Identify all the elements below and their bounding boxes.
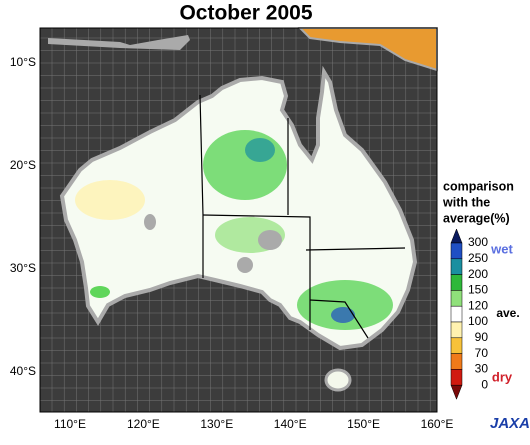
lake — [237, 257, 253, 273]
color-over — [450, 228, 463, 244]
latitude-label: 10°S — [10, 55, 36, 69]
legend-tick: 30 — [475, 362, 489, 376]
dry-area — [75, 180, 145, 220]
lake — [258, 230, 282, 250]
lake — [144, 214, 156, 230]
color-under — [450, 384, 463, 400]
indonesia — [48, 35, 190, 50]
color-segment — [450, 353, 463, 370]
wet-area — [245, 138, 275, 162]
legend-tick: 150 — [468, 283, 488, 297]
color-segment — [450, 242, 463, 260]
longitude-label: 130°E — [200, 417, 233, 431]
legend-dry: dry — [492, 369, 513, 384]
latitude-label: 30°S — [10, 261, 36, 275]
legend-tick: 90 — [475, 330, 489, 344]
border — [202, 214, 311, 330]
legend: comparison with the average(%) 300 250 200 150… — [442, 179, 520, 400]
border — [309, 299, 369, 339]
color-segment — [450, 321, 463, 339]
wet-area — [331, 307, 355, 323]
legend-tick: 250 — [468, 251, 488, 265]
legend-title: with the — [442, 195, 490, 209]
longitude-label: 160°E — [421, 417, 454, 431]
color-segment — [450, 369, 463, 386]
legend-title: average(%) — [443, 211, 510, 225]
color-segment — [450, 258, 463, 275]
axis-labels: 10°S 20°S 30°S 40°S 110°E 120°E 130°E 140°E 150°… — [10, 55, 454, 431]
rain-patterns — [75, 130, 393, 330]
legend-tick: 300 — [468, 235, 488, 249]
wet-area — [90, 286, 110, 298]
map-title: October 2005 — [179, 2, 312, 25]
legend-tick: 70 — [475, 346, 489, 360]
color-segment — [450, 305, 463, 323]
wet-area — [203, 130, 287, 200]
longitude-label: 120°E — [127, 417, 160, 431]
wet-area — [297, 280, 393, 330]
latitude-label: 20°S — [10, 158, 36, 172]
legend-tick: 0 — [481, 377, 488, 391]
legend-tick: 200 — [468, 267, 488, 281]
logo: JAXA — [490, 415, 530, 432]
longitude-label: 140°E — [274, 417, 307, 431]
legend-tick: 100 — [468, 314, 488, 328]
legend-title: comparison — [443, 179, 514, 193]
color-segment — [450, 274, 463, 291]
color-segment — [450, 337, 463, 354]
legend-wet: wet — [490, 241, 513, 256]
map-frame — [39, 27, 438, 413]
australia — [59, 65, 418, 351]
legend-ave: ave. — [496, 306, 519, 320]
longitude-label: 150°E — [347, 417, 380, 431]
color-segment — [450, 290, 463, 307]
border — [305, 247, 406, 251]
legend-tick: 120 — [468, 298, 488, 312]
tasmania — [324, 368, 352, 392]
state-borders — [199, 94, 406, 339]
longitude-label: 110°E — [54, 417, 86, 431]
latitude-label: 40°S — [10, 364, 36, 378]
